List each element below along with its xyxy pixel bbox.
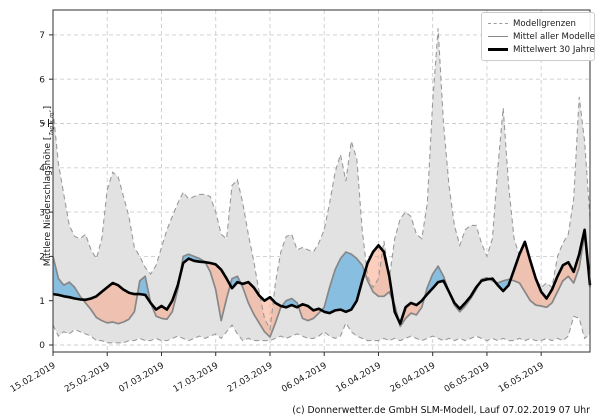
gray-line-swatch-icon xyxy=(488,36,508,37)
y-axis-unit-denominator: Tag × m² xyxy=(48,110,55,136)
legend: Modellgrenzen Mittel aller Modelle Mitte… xyxy=(481,12,595,61)
y-tick-label: 2 xyxy=(39,253,45,263)
y-axis-unit-numerator: L xyxy=(41,119,49,127)
x-tick-label: 06.05.2019 xyxy=(443,361,492,395)
x-tick-label: 06.04.2019 xyxy=(280,361,329,395)
model-range-band xyxy=(53,28,590,343)
y-axis-label-suffix: ] xyxy=(43,105,53,110)
fill-model-below-mean xyxy=(298,304,322,321)
legend-label: Modellgrenzen xyxy=(513,18,576,29)
y-axis-label: Mittlere Niederschlagshöhe [L Tag × m²] xyxy=(38,76,58,296)
y-tick-label: 3 xyxy=(39,208,45,218)
x-tick-label: 16.05.2019 xyxy=(497,361,546,395)
x-tick-label: 16.04.2019 xyxy=(334,361,383,395)
y-tick-label: 6 xyxy=(39,75,45,85)
fill-model-below-mean xyxy=(510,229,590,308)
copyright-credit: (c) Donnerwetter.de GmbH SLM-Modell, Lau… xyxy=(292,405,590,416)
fill-model-below-mean xyxy=(240,282,282,337)
y-axis-unit-fraction: L Tag × m² xyxy=(41,110,55,136)
fill-model-below-mean xyxy=(82,283,138,324)
plot-border xyxy=(52,9,591,353)
fill-model-above-mean xyxy=(495,279,511,291)
y-tick-label: 4 xyxy=(39,164,45,174)
x-tick-label: 27.03.2019 xyxy=(226,361,275,395)
x-tick-label: 15.02.2019 xyxy=(9,361,58,395)
y-tick-label: 5 xyxy=(39,120,45,130)
y-tick-label: 7 xyxy=(39,31,45,41)
legend-label: Mittelwert 30 Jahre xyxy=(513,44,595,55)
x-tick-label: 26.04.2019 xyxy=(389,361,438,395)
dashed-line-swatch-icon xyxy=(488,23,508,24)
x-tick-label: 07.03.2019 xyxy=(117,361,166,395)
mean-30y-line xyxy=(52,228,592,326)
black-line-swatch-icon xyxy=(488,48,508,51)
x-tick-label: 17.03.2019 xyxy=(172,361,221,395)
model-lower-bound-line xyxy=(52,315,591,344)
y-axis-label-prefix: Mittlere Niederschlagshöhe [ xyxy=(43,136,53,267)
x-tick-label: 25.02.2019 xyxy=(63,361,112,395)
legend-item-modellgrenzen: Modellgrenzen xyxy=(488,17,588,30)
legend-label: Mittel aller Modelle xyxy=(513,31,596,42)
legend-item-mittel-aller-modelle: Mittel aller Modelle xyxy=(488,30,595,43)
y-tick-label: 0 xyxy=(39,341,45,351)
fill-model-above-mean xyxy=(321,252,365,314)
y-tick-label: 1 xyxy=(39,297,45,307)
legend-item-mittelwert-30-jahre: Mittelwert 30 Jahre xyxy=(488,43,595,56)
model-upper-bound-line xyxy=(52,28,591,332)
